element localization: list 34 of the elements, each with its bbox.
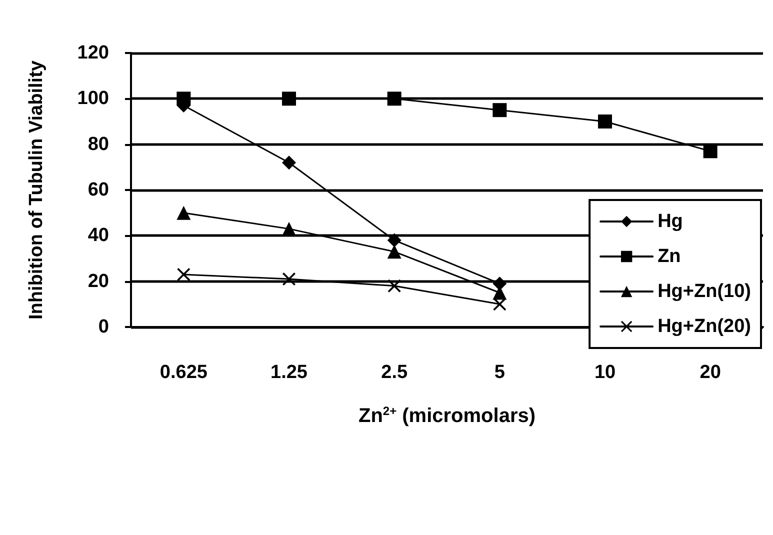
x-tick-label: 20: [700, 362, 721, 383]
y-tick-label: 60: [88, 180, 109, 200]
point: [282, 222, 296, 236]
y-axis-title: Inhibition of Tubulin Viability: [26, 60, 47, 320]
legend-label: Hg: [658, 211, 683, 232]
point: [177, 268, 190, 281]
point: [176, 206, 191, 220]
point: [492, 103, 507, 118]
y-tick-label: 20: [88, 270, 109, 292]
y-tick-label: 100: [77, 88, 109, 110]
legend-label: Zn: [658, 246, 681, 267]
point: [387, 92, 402, 106]
x-tick-label: 0.625: [160, 362, 208, 383]
legend-label: Hg+Zn(10): [658, 281, 752, 302]
point: [387, 244, 402, 259]
y-tick-label: 120: [77, 42, 109, 64]
y-tick-label: 0: [98, 316, 109, 338]
point: [282, 156, 296, 170]
x-tick-label: 1.25: [270, 362, 308, 383]
point: [282, 272, 296, 286]
point: [388, 279, 401, 292]
point: [598, 114, 612, 128]
x-tick-label: 2.5: [381, 362, 408, 383]
point: [387, 233, 402, 248]
legend-label: Hg+Zn(20): [658, 316, 752, 337]
point: [492, 276, 507, 291]
point: [703, 144, 718, 158]
point: [176, 92, 191, 106]
point: [282, 92, 296, 106]
x-tick-label: 10: [594, 362, 616, 383]
y-tick-label: 80: [88, 134, 109, 155]
point: [493, 298, 506, 311]
y-tick-label: 40: [88, 225, 109, 246]
x-tick-label: 5: [494, 362, 506, 383]
